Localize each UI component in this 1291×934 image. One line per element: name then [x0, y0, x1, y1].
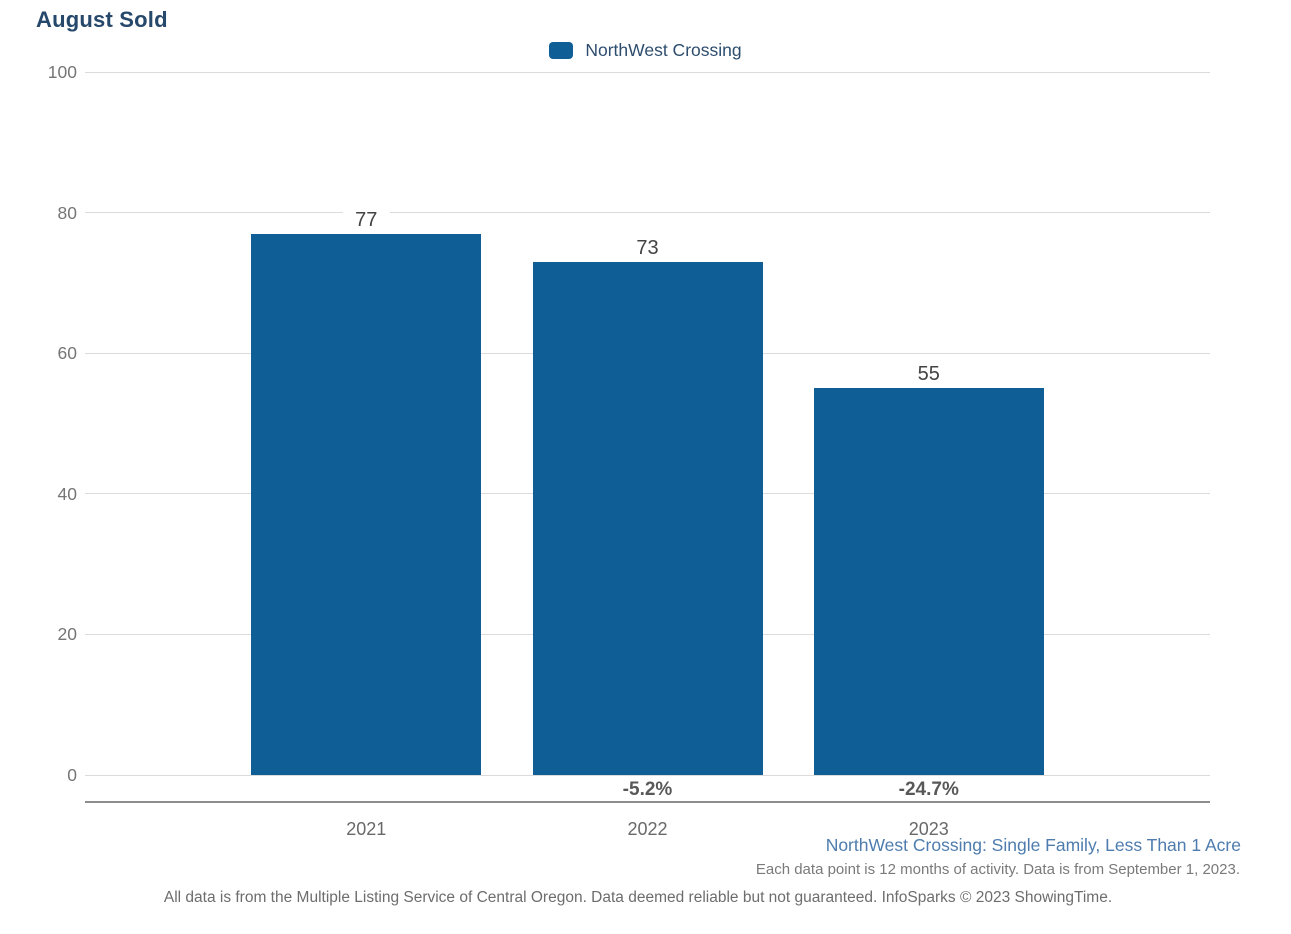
legend-item-northwest-crossing[interactable]: NorthWest Crossing	[549, 39, 742, 61]
x-axis-label: 2023	[908, 819, 949, 839]
bar-value-label: 73	[624, 235, 671, 260]
footer-series-description: NorthWest Crossing: Single Family, Less …	[825, 835, 1241, 855]
pct-change-label: -24.7%	[898, 779, 959, 800]
footer-disclaimer: All data is from the Multiple Listing Se…	[163, 889, 1113, 906]
bar-value-label: 55	[905, 362, 952, 387]
bar-value-label: 77	[343, 207, 390, 232]
legend-label: NorthWest Crossing	[585, 39, 742, 60]
x-axis-line	[85, 801, 1210, 803]
gridline	[85, 71, 1210, 73]
plot-area: 0 20 40 60 80 100 77 73 -5.2% 55 -24.7% 2021 2022 2…	[48, 62, 1210, 839]
bar-2022[interactable]	[532, 261, 763, 775]
gridline	[85, 774, 1210, 776]
y-axis-tick-label: 20	[57, 624, 77, 645]
gridline	[85, 212, 1210, 214]
y-axis-tick-label: 60	[57, 343, 77, 364]
y-axis-tick-label: 100	[47, 62, 77, 82]
pct-change-label: -5.2%	[622, 779, 673, 800]
footer-data-note: Each data point is 12 months of activity…	[755, 861, 1240, 878]
y-axis-tick-label: 40	[57, 483, 77, 504]
bar-2021[interactable]	[251, 233, 482, 775]
x-axis-label: 2022	[627, 819, 668, 839]
legend-swatch-icon	[549, 41, 574, 59]
y-axis-tick-label: 0	[67, 765, 77, 785]
legend: NorthWest Crossing	[0, 38, 1291, 62]
x-axis-label: 2021	[346, 819, 387, 839]
y-axis-tick-label: 80	[57, 202, 77, 223]
chart-title: August Sold	[36, 7, 168, 32]
bar-2023[interactable]	[813, 388, 1044, 775]
